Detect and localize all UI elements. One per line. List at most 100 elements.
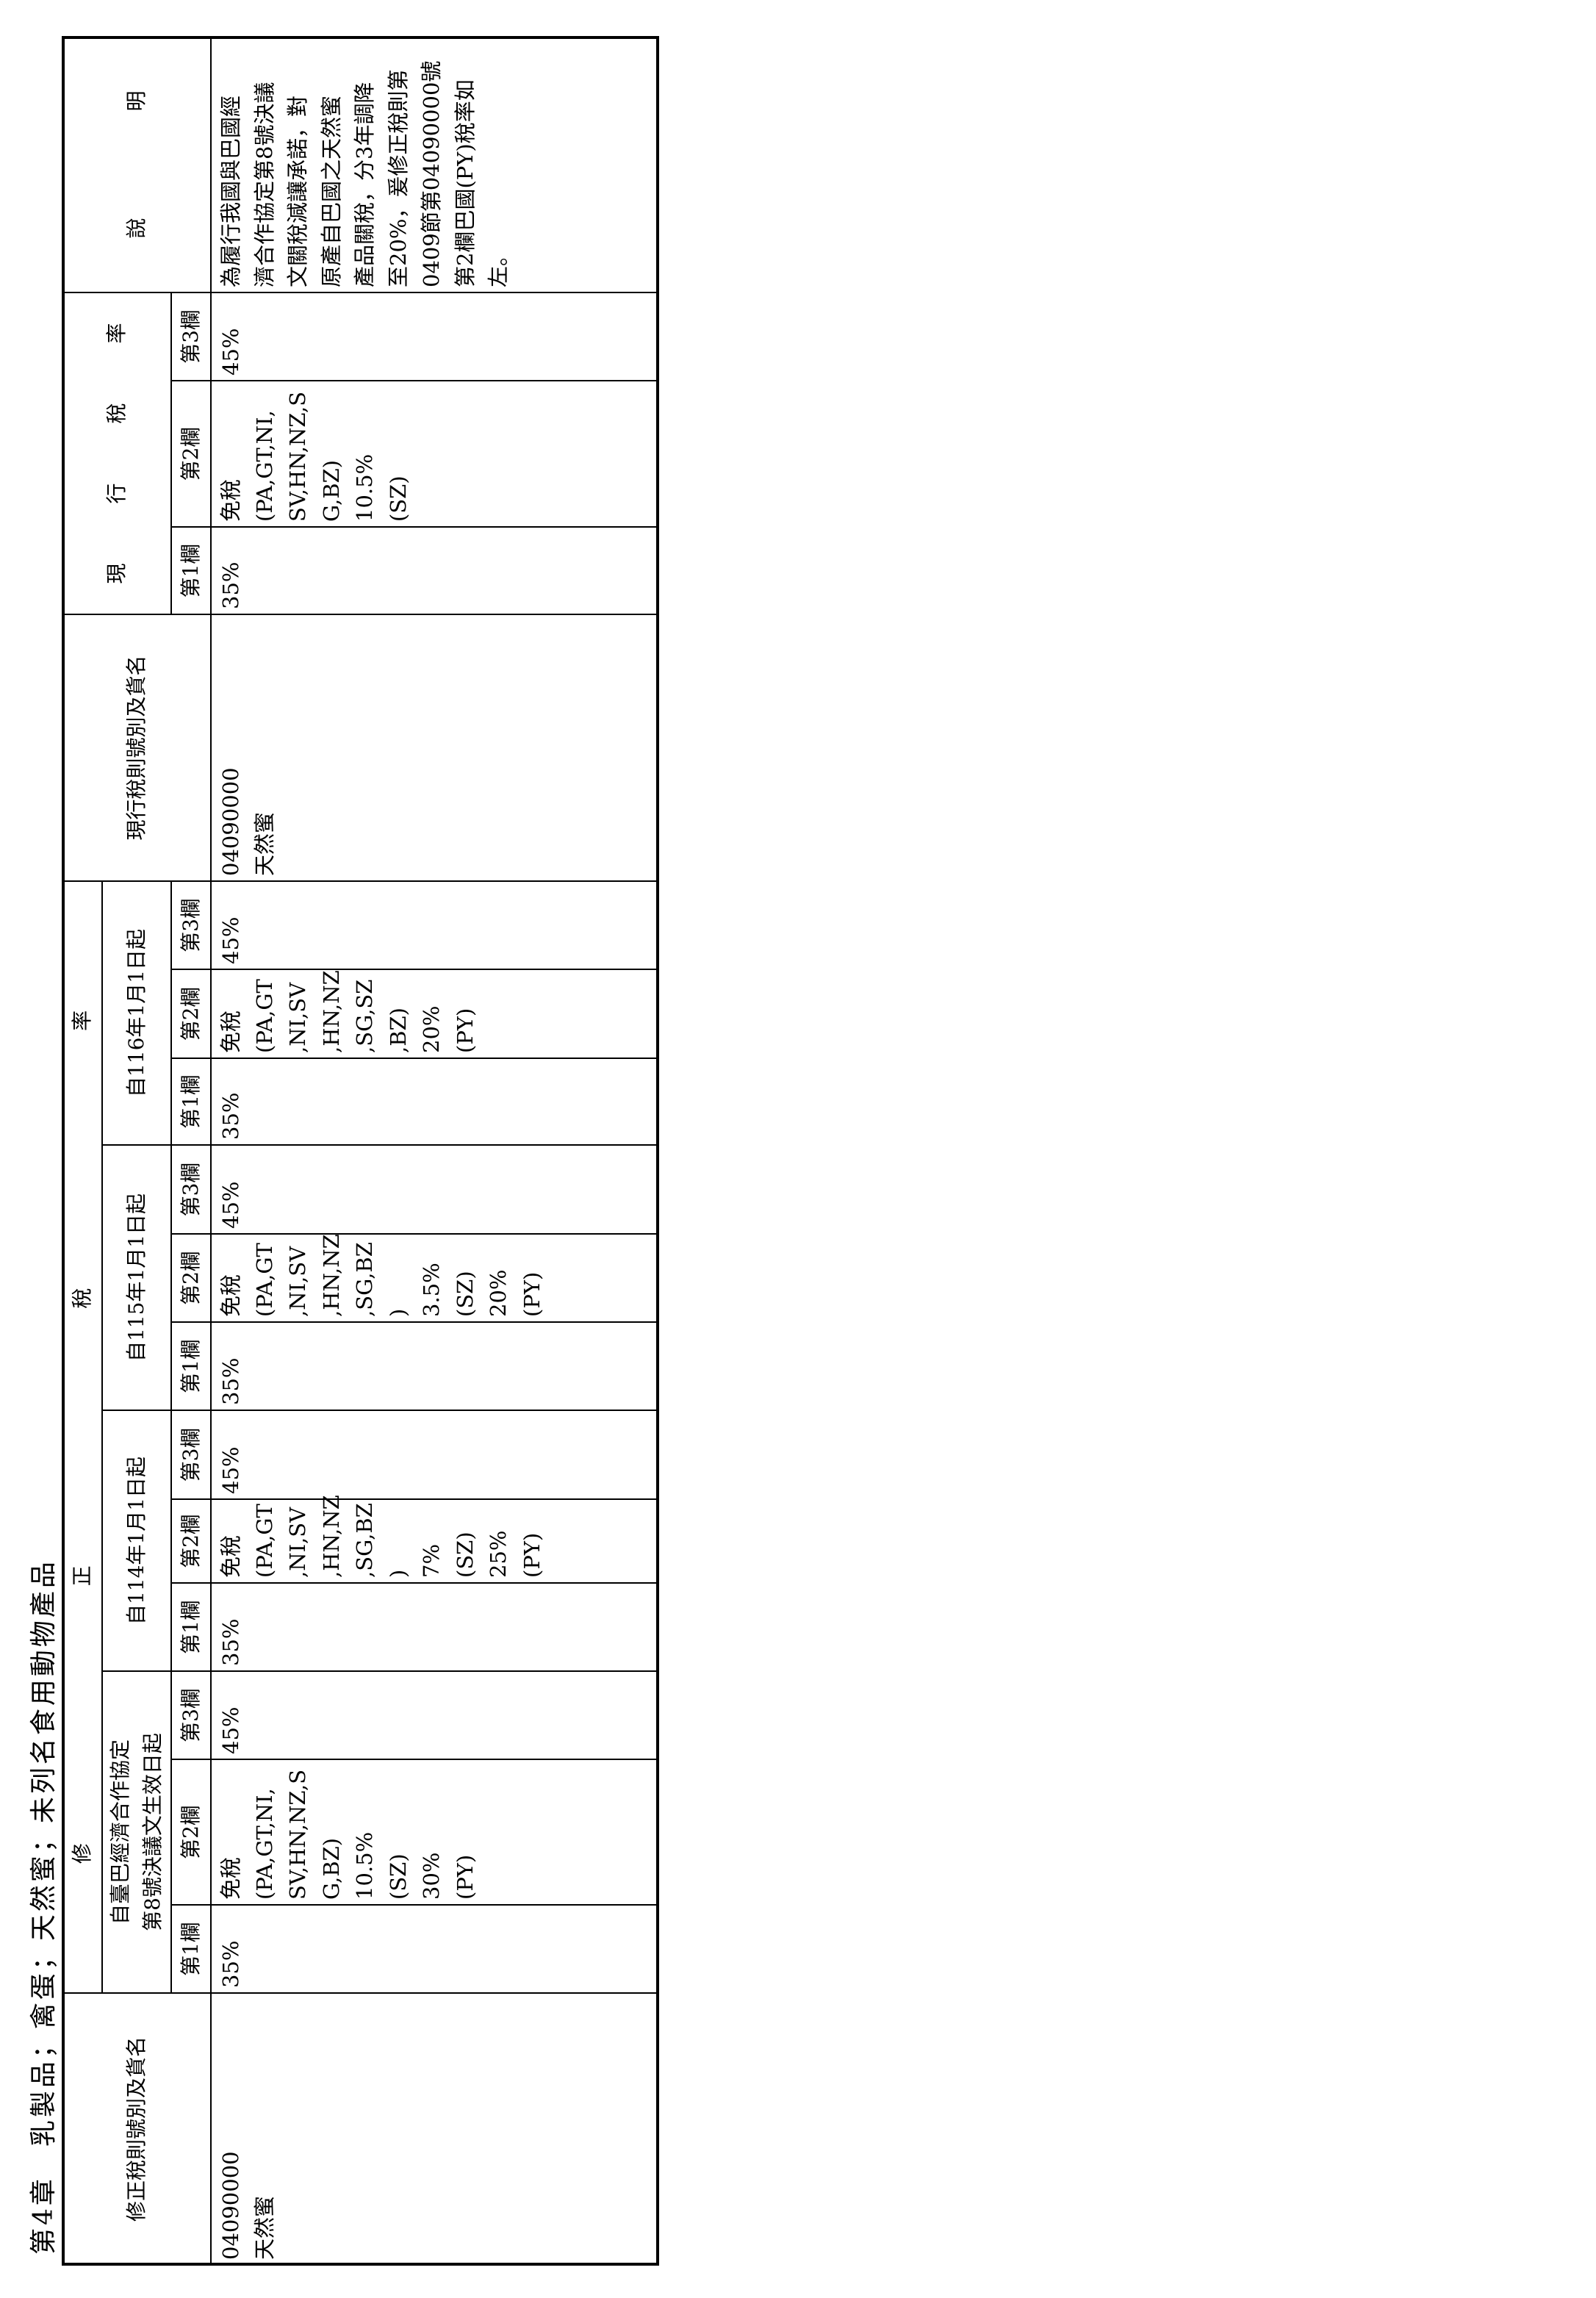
header-period-0: 自臺巴經濟合作協定 第8號決議文生效日起 [101, 1670, 172, 1994]
header-col2: 第2欄 [170, 1498, 212, 1584]
header-col3: 第3欄 [170, 880, 212, 970]
cell-line: ,SG,BZ [352, 1503, 377, 1578]
header-col1: 第1欄 [170, 526, 212, 615]
header-label: 修正稅則號別及貨名 [124, 2036, 148, 2222]
header-char: 明 [124, 90, 148, 112]
chapter-title: 第4章 乳製品；禽蛋；天然蜜；未列名食用動物產品 [29, 1559, 59, 2255]
cell-line: 10.5% [352, 1831, 377, 1900]
cell-line: 45% [218, 1181, 243, 1229]
cell-line: 左。 [486, 244, 511, 287]
header-char: 率 [70, 1010, 94, 1031]
cell-line: 35% [218, 561, 243, 609]
header-char: 稅 [104, 403, 129, 424]
header-period-line: 自114年1月1日起 [124, 1456, 148, 1626]
header-char: 稅 [70, 1288, 94, 1309]
header-col1: 第1欄 [170, 1321, 212, 1411]
cell-line: 20% [419, 1005, 444, 1053]
cell-line: SV,HN,NZ,S [285, 391, 310, 522]
header-col2: 第2欄 [170, 380, 212, 528]
cell-line: 3.5% [419, 1263, 444, 1317]
cell-line: (SZ) [385, 475, 411, 522]
cell-rate-c3: 45% [210, 1144, 659, 1235]
cell-line: ,HN,NZ [318, 1495, 344, 1578]
cell-current-rate-c1: 35% [210, 526, 659, 615]
cell-line: 7% [419, 1543, 444, 1578]
cell-rate-c2: 免稅 (PA,GT ,NI,SV ,HN,NZ ,SG,BZ) 3.5% (SZ) 20% (P… [210, 1233, 659, 1323]
header-label: 第2欄 [179, 426, 203, 481]
cell-rate-c2: 免稅 (PA,GT ,NI,SV ,HN,NZ ,SG,BZ) 7% (SZ) 25% (PY) [210, 1495, 659, 1584]
cell-line: 45% [218, 1446, 243, 1494]
cell-line: (PA,GT [251, 1504, 277, 1578]
cell-line: 25% [486, 1530, 511, 1578]
header-label: 第3欄 [179, 309, 203, 364]
cell-line: 免稅 [218, 1856, 243, 1900]
header-amended-rate: 修正稅率 [62, 880, 103, 1994]
header-char: 修 [70, 1843, 94, 1864]
cell-line: (PA,GT [251, 979, 277, 1053]
cell-line: (PA,GT [251, 1243, 277, 1317]
cell-rate-c1: 35% [210, 1321, 659, 1411]
cell-line: 10.5% [352, 453, 377, 522]
header-amended-code: 修正稅則號別及貨名 [62, 1992, 212, 2266]
header-period-line: 自臺巴經濟合作協定 [108, 1739, 132, 1925]
cell-line: ,NI,SV [285, 1507, 310, 1578]
cell-line: 產品關稅，分3年調降 [352, 82, 377, 287]
cell-line: ,NI,SV [285, 982, 310, 1053]
cell-rate-c1: 35% [210, 1058, 659, 1146]
cell-line: 35% [218, 1940, 243, 1988]
header-col3: 第3欄 [170, 292, 212, 381]
cell-line: 20% [486, 1269, 511, 1317]
cell-line: 為履行我國與巴國經 [218, 95, 243, 287]
cell-line: 濟合作協定第8號決議 [251, 82, 277, 287]
header-explanation: 說明 [62, 36, 212, 293]
header-col3: 第3欄 [170, 1670, 212, 1760]
cell-line: G,BZ) [318, 1837, 344, 1900]
header-label: 第1欄 [179, 543, 203, 598]
cell-line: ,HN,NZ [318, 970, 344, 1053]
cell-line: ) [385, 1308, 411, 1317]
header-label: 第1欄 [179, 1600, 203, 1654]
header-col1: 第1欄 [170, 1904, 212, 1994]
header-label: 第1欄 [179, 1339, 203, 1393]
cell-line: (PY) [519, 1271, 544, 1317]
cell-current-rate-c3: 45% [210, 292, 659, 381]
header-col1: 第1欄 [170, 1582, 212, 1672]
cell-line: (PA,GT,NI, [251, 410, 277, 522]
cell-line: (SZ) [452, 1532, 478, 1578]
header-label: 第3欄 [179, 1688, 203, 1742]
cell-line: ,SG,SZ [352, 979, 377, 1053]
header-label: 第2欄 [179, 1514, 203, 1568]
header-period-line: 第8號決議文生效日起 [140, 1733, 165, 1931]
cell-current-rate-c2: 免稅 (PA,GT,NI, SV,HN,NZ,S G,BZ) 10.5% (SZ) [210, 380, 659, 528]
cell-line: 免稅 [218, 1274, 243, 1317]
header-char: 率 [104, 323, 129, 344]
header-period-1: 自114年1月1日起 [101, 1410, 172, 1672]
header-col2: 第2欄 [170, 969, 212, 1059]
cell-line: 免稅 [218, 1010, 243, 1053]
header-col3: 第3欄 [170, 1410, 212, 1500]
header-label: 第1欄 [179, 1074, 203, 1129]
header-current-code: 現行稅則號別及貨名 [62, 614, 212, 882]
cell-rate-c3: 45% [210, 1670, 659, 1760]
cell-rate-c2: 免稅 (PA,GT ,NI,SV ,HN,NZ ,SG,SZ ,BZ) 20% (PY) [210, 969, 659, 1059]
cell-line: ,NI,SV [285, 1246, 310, 1317]
cell-line: 至20%，爰修正稅則第 [385, 69, 411, 287]
cell-line: (PY) [452, 1854, 478, 1900]
cell-rate-c1: 35% [210, 1904, 659, 1994]
header-label: 第2欄 [179, 1805, 203, 1859]
cell-line: (PY) [519, 1532, 544, 1578]
cell-line: G,BZ) [318, 459, 344, 522]
cell-line: 文關稅減讓承諾，對 [285, 95, 310, 287]
header-label: 第3欄 [179, 1162, 203, 1217]
cell-line: (PY) [452, 1008, 478, 1053]
header-col2: 第2欄 [170, 1759, 212, 1906]
cell-rate-c3: 45% [210, 1410, 659, 1500]
header-label: 第2欄 [179, 1251, 203, 1305]
cell-line: 35% [218, 1092, 243, 1140]
header-label: 第2欄 [179, 986, 203, 1041]
cell-line: 免稅 [218, 1534, 243, 1578]
cell-line: SV,HN,NZ,S [285, 1769, 310, 1900]
cell-line: ,BZ) [385, 1008, 411, 1053]
header-period-line: 自115年1月1日起 [124, 1193, 148, 1362]
cell-amended-code: 04090000 天然蜜 [210, 1992, 659, 2266]
